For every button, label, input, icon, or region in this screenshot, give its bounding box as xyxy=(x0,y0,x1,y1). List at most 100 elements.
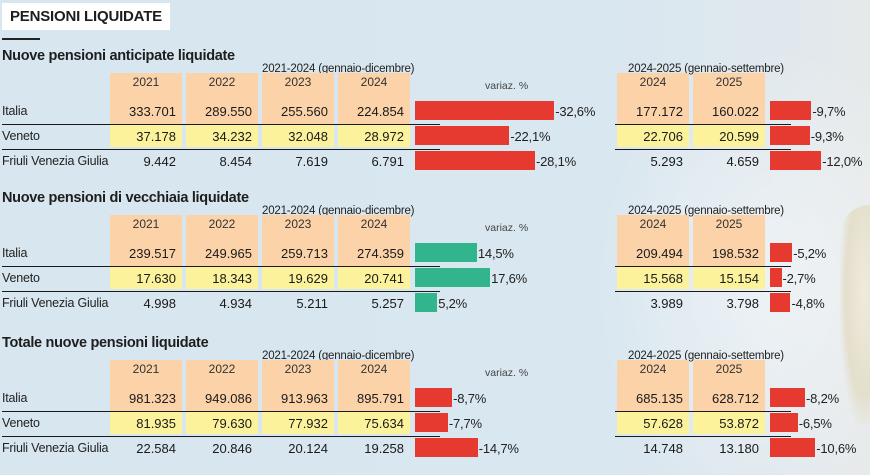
variation-label-left: 5,2% xyxy=(438,296,468,311)
value-cell: 160.022 xyxy=(712,104,759,119)
variation-label-left: -22,1% xyxy=(510,129,551,144)
period-label-left: 2021-2024 (gennaio-dicembre) xyxy=(262,63,415,75)
section-heading: Totale nuove pensioni liquidate xyxy=(2,335,209,351)
column-background xyxy=(693,360,765,434)
variaz-label: variaz. % xyxy=(485,367,529,379)
variation-bar-right xyxy=(770,413,798,432)
year-header: 2021 xyxy=(132,362,160,376)
variation-bar-right xyxy=(770,126,810,145)
row-separator xyxy=(615,124,791,126)
row-separator xyxy=(615,149,791,151)
section-3: Totale nuove pensioni liquidate 2021-2024… xyxy=(0,335,870,470)
row-separator xyxy=(2,149,440,151)
fvg-highlight xyxy=(262,412,334,434)
fvg-highlight xyxy=(617,267,689,289)
row-label: Italia xyxy=(2,104,28,118)
value-cell: 18.343 xyxy=(212,271,252,286)
year-header: 2025 xyxy=(715,217,743,231)
title-rule xyxy=(2,38,40,40)
column-background xyxy=(693,73,765,147)
value-cell: 949.086 xyxy=(205,391,252,406)
background-photo-fragment xyxy=(840,205,870,425)
row-separator xyxy=(2,411,440,413)
value-cell: 20.741 xyxy=(364,271,404,286)
row-separator xyxy=(2,124,440,126)
value-cell: 255.560 xyxy=(281,104,328,119)
row-separator xyxy=(615,411,791,413)
year-header: 2022 xyxy=(208,217,236,231)
column-background xyxy=(338,73,410,147)
value-cell: 15.568 xyxy=(643,271,683,286)
variation-label-left: 14,5% xyxy=(477,246,514,261)
variation-bar-right xyxy=(770,438,816,457)
value-cell: 17.630 xyxy=(136,271,176,286)
column-background xyxy=(338,360,410,434)
column-background xyxy=(186,215,258,289)
row-label: Veneto xyxy=(2,416,40,430)
row-separator xyxy=(2,436,440,438)
row-separator xyxy=(2,266,440,268)
value-cell: 5.211 xyxy=(296,296,328,311)
value-cell: 19.258 xyxy=(364,441,404,456)
value-cell: 913.963 xyxy=(281,391,328,406)
variation-label-left: -14,7% xyxy=(478,441,519,456)
variation-bar-left xyxy=(415,126,510,145)
variation-label-right: -9,3% xyxy=(810,129,844,144)
year-header: 2024 xyxy=(639,75,667,89)
value-cell: 289.550 xyxy=(205,104,252,119)
value-cell: 22.584 xyxy=(136,441,176,456)
value-cell: 75.634 xyxy=(364,416,404,431)
variation-label-left: -7,7% xyxy=(448,416,482,431)
value-cell: 14.748 xyxy=(643,441,683,456)
year-header: 2024 xyxy=(360,362,388,376)
value-cell: 4.934 xyxy=(219,296,252,311)
value-cell: 685.135 xyxy=(636,391,683,406)
value-cell: 32.048 xyxy=(288,129,328,144)
variaz-label: variaz. % xyxy=(485,80,529,92)
column-background xyxy=(110,360,182,434)
value-cell: 20.846 xyxy=(212,441,252,456)
value-cell: 249.965 xyxy=(205,246,252,261)
value-cell: 895.791 xyxy=(357,391,404,406)
column-background xyxy=(262,360,334,434)
value-cell: 8.454 xyxy=(219,154,252,169)
year-header: 2022 xyxy=(208,362,236,376)
year-header: 2021 xyxy=(132,75,160,89)
variation-bar-left xyxy=(415,413,448,432)
period-label-left: 2021-2024 (gennaio-dicembre) xyxy=(262,205,415,217)
column-background xyxy=(110,73,182,147)
variation-bar-right xyxy=(770,101,812,120)
value-cell: 37.178 xyxy=(136,129,176,144)
value-cell: 20.599 xyxy=(719,129,759,144)
value-cell: 209.494 xyxy=(636,246,683,261)
period-label-right: 2024-2025 (gennaio-settembre) xyxy=(628,205,784,217)
column-background xyxy=(617,215,689,289)
value-cell: 628.712 xyxy=(712,391,759,406)
row-label: Friuli Venezia Giulia xyxy=(2,441,109,455)
fvg-highlight xyxy=(693,412,765,434)
fvg-highlight xyxy=(262,267,334,289)
fvg-highlight xyxy=(110,267,182,289)
variation-label-right: -10,6% xyxy=(816,441,857,456)
variation-label-right: -8,2% xyxy=(806,391,839,406)
year-header: 2023 xyxy=(284,75,312,89)
variation-bar-right xyxy=(770,243,793,262)
column-background xyxy=(262,73,334,147)
variation-label-right: -6,5% xyxy=(798,416,832,431)
value-cell: 3.798 xyxy=(726,296,759,311)
row-separator xyxy=(615,436,791,438)
variation-bar-left xyxy=(415,293,438,312)
period-label-right: 2024-2025 (gennaio-settembre) xyxy=(628,63,784,75)
column-background xyxy=(693,215,765,289)
value-cell: 981.323 xyxy=(129,391,176,406)
variation-bar-right xyxy=(770,151,822,170)
column-background xyxy=(110,215,182,289)
value-cell: 7.619 xyxy=(295,154,328,169)
year-header: 2025 xyxy=(715,362,743,376)
variation-bar-left xyxy=(415,438,478,457)
row-separator xyxy=(615,266,791,268)
value-cell: 53.872 xyxy=(719,416,759,431)
value-cell: 19.629 xyxy=(288,271,328,286)
column-background xyxy=(617,360,689,434)
value-cell: 9.442 xyxy=(143,154,176,169)
